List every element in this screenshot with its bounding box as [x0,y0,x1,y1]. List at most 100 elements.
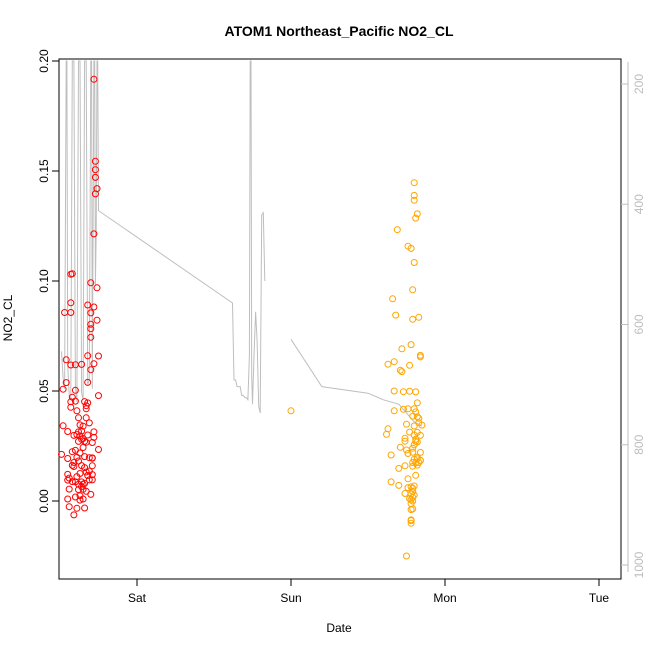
data-point [407,341,415,349]
x-tick-label: Mon [433,591,456,605]
data-point [410,482,418,490]
data-point [87,279,95,287]
x-tick-label: Sun [280,591,301,605]
data-point [84,472,92,479]
data-point [58,450,65,458]
data-point [415,414,423,422]
data-point [87,325,95,333]
data-point [59,422,67,430]
data-point [78,360,86,368]
data-point [87,490,95,498]
data-point [71,397,79,405]
data-point [416,456,424,464]
data-point [79,480,87,488]
data-point [81,464,89,472]
data-point [409,505,417,513]
data-point [392,311,400,319]
data-point [75,414,82,422]
data-point [85,419,93,427]
x-tick-label: Sat [128,591,147,605]
data-point [62,379,70,387]
data-point [65,485,73,493]
data-point [410,196,418,204]
data-point [87,333,95,341]
data-point [79,422,87,430]
data-point [413,399,421,407]
data-point [390,407,398,415]
data-point [287,407,295,415]
data-point [82,468,90,476]
data-point [412,408,420,416]
chart-title: ATOM1 Northeast_Pacific NO2_CL [225,23,454,39]
data-point [95,392,102,400]
data-point [67,309,75,316]
data-point [73,407,81,415]
data-point [396,443,404,451]
data-point [403,552,410,560]
data-point [81,479,89,487]
data-point [415,313,423,321]
data-point [87,366,95,374]
data-point [91,166,99,174]
data-point [76,470,84,477]
y2-tick-label: 400 [632,194,646,214]
y2-tick-label: 200 [632,74,646,94]
data-point [78,427,86,435]
data-point [410,179,418,187]
data-point [70,463,78,470]
x-axis-label: Date [326,621,352,635]
data-point [412,214,420,222]
data-point [413,438,421,446]
data-point [67,361,75,369]
data-point [416,431,424,439]
x-tick-label: Tue [589,591,610,605]
data-point [398,345,406,353]
data-point [68,478,76,486]
data-point [412,471,420,479]
data-point [64,455,72,462]
data-point [90,303,98,311]
data-point [73,504,81,512]
data-point [410,191,418,199]
data-point [84,378,92,386]
data-point [409,444,417,452]
data-point [64,495,72,503]
data-point [68,270,76,278]
data-point [64,476,72,484]
data-point [415,459,423,466]
data-point [401,437,409,445]
data-point [399,388,407,396]
data-point [395,481,403,489]
data-point [399,405,407,413]
data-point [384,360,392,368]
data-point [68,448,76,456]
data-point [93,284,101,292]
data-point [84,431,92,439]
data-point [70,511,78,519]
data-point [390,387,398,395]
axes: Sat Sun Mon Tue 0.00 0.05 0.10 0.15 0.20 200 400 60… [37,49,646,605]
data-point [87,320,95,328]
data-point [418,421,426,429]
data-point [403,446,410,454]
data-point [409,448,417,456]
y-tick-label: 0.10 [37,269,51,293]
data-point [410,491,418,499]
data-point [90,433,98,441]
data-point [79,495,87,503]
y-tick-label: 0.20 [37,49,51,73]
data-point [413,210,421,218]
data-point [412,388,420,396]
data-point [59,385,67,393]
data-point [88,462,96,470]
data-point [393,226,401,234]
data-point [401,462,409,470]
data-point [90,360,98,368]
y-tick-label: 0.05 [37,379,51,403]
data-point [91,173,99,181]
profile-lines [61,60,423,427]
data-point [407,483,415,491]
data-point [85,476,93,484]
data-point [398,368,406,376]
data-point [84,399,92,407]
